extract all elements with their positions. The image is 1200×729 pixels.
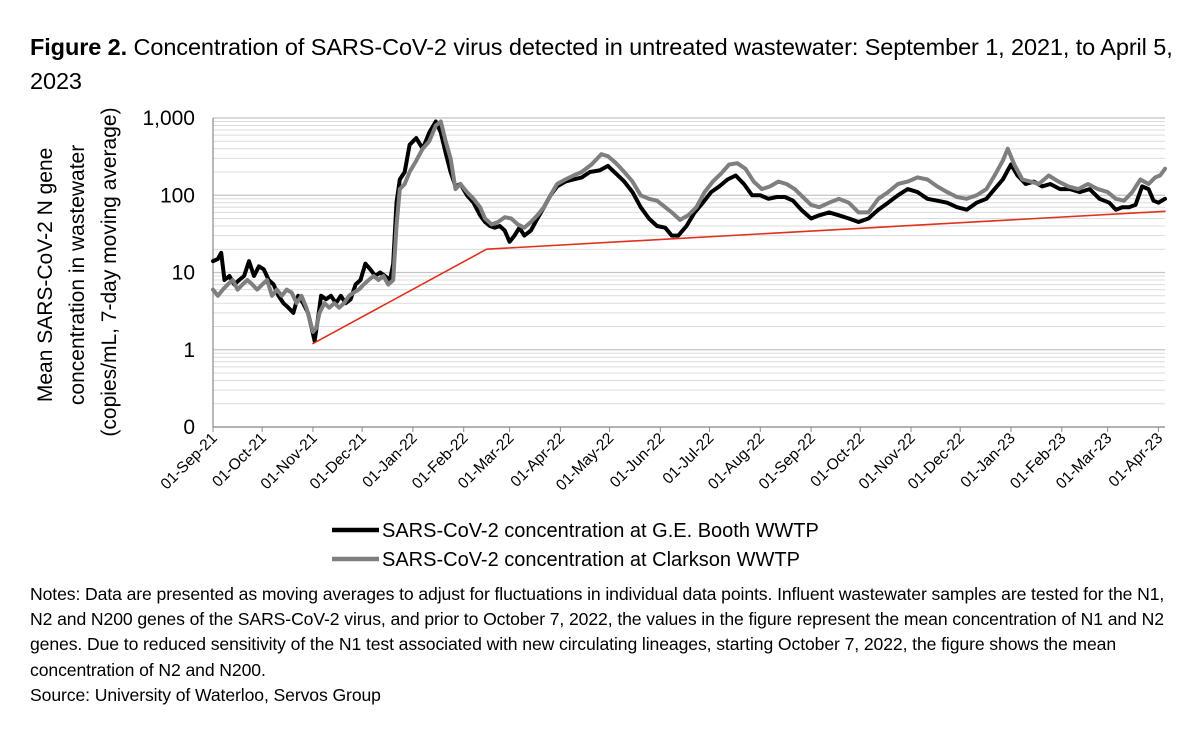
x-tick-label: 01-Sep-21 — [158, 430, 221, 493]
y-axis-label-line-2: concentration in wastewater — [66, 145, 89, 405]
y-tick-label: 100 — [160, 184, 195, 207]
figure-title-text: Concentration of SARS-CoV-2 virus detect… — [30, 34, 1173, 94]
grid-lines — [213, 117, 1165, 428]
y-axis-label-line-3: (copies/mL, 7-day moving average) — [98, 107, 121, 436]
x-tick-labels: 01-Sep-2101-Oct-2101-Nov-2101-Dec-2101-J… — [158, 427, 1167, 494]
y-tick-label: 0 — [183, 416, 195, 439]
series-booth-line — [211, 119, 1167, 343]
notes-text: Notes: Data are presented as moving aver… — [30, 584, 1165, 680]
series-lines — [211, 119, 1167, 345]
y-tick-label: 1 — [183, 339, 195, 362]
y-axis-label-line-1: Mean SARS-CoV-2 N gene — [34, 148, 57, 402]
figure-number: Figure 2. — [30, 34, 128, 60]
legend-label-clarkson: SARS-CoV-2 concentration at Clarkson WWT… — [382, 549, 800, 571]
y-axis-label: Mean SARS-CoV-2 N gene concentration in … — [34, 107, 121, 436]
x-tick-label: 01-Apr-23 — [1106, 430, 1167, 491]
series-clarkson-line — [211, 119, 1167, 334]
notes: Notes: Data are presented as moving aver… — [30, 582, 1180, 708]
y-tick-label: 1,000 — [142, 107, 195, 130]
trend-line — [312, 210, 1166, 345]
figure-title: Figure 2. Concentration of SARS-CoV-2 vi… — [30, 30, 1180, 98]
axes — [212, 118, 1165, 428]
x-tick-label: 01-Jun-22 — [607, 430, 668, 491]
legend: SARS-CoV-2 concentration at G.E. Booth W… — [332, 520, 819, 571]
legend-label-booth: SARS-CoV-2 concentration at G.E. Booth W… — [382, 520, 819, 542]
source-text: Source: University of Waterloo, Servos G… — [30, 684, 381, 705]
y-tick-label: 10 — [172, 262, 195, 285]
